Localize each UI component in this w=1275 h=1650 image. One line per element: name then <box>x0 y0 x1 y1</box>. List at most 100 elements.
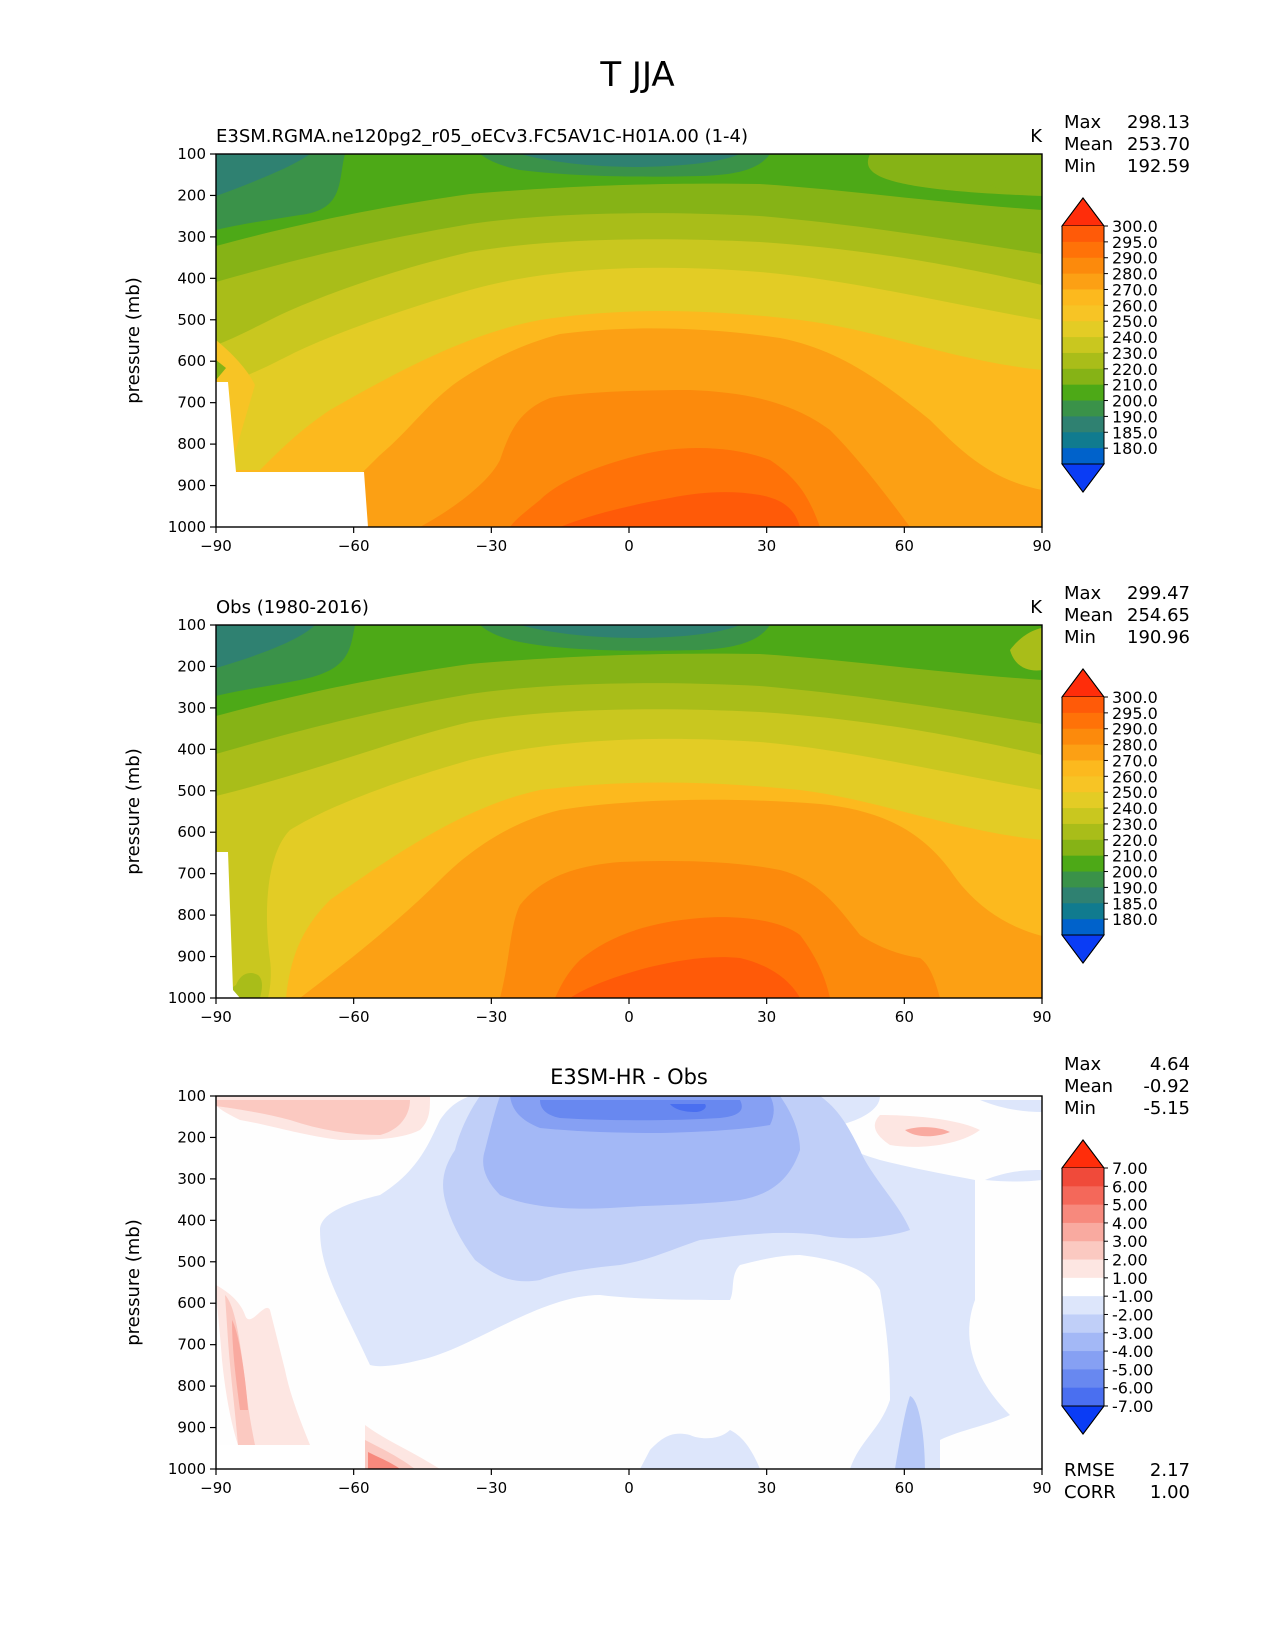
figure-title: T JJA <box>600 55 675 95</box>
y-tick-label: 300 <box>177 699 206 717</box>
colorbar-level-label: 7.00 <box>1112 1159 1148 1178</box>
colorbar-segment <box>1062 1204 1104 1224</box>
panel-title-left: E3SM.RGMA.ne120pg2_r05_oECv3.FC5AV1C-H01… <box>216 126 748 147</box>
y-tick-label: 1000 <box>168 518 206 536</box>
colorbar-level-label: 180.0 <box>1112 910 1158 929</box>
colorbar-level-label: 280.0 <box>1112 265 1158 284</box>
x-tick-label: 0 <box>624 1008 634 1026</box>
colorbar-extend-max <box>1061 668 1105 698</box>
colorbar-level-label: 270.0 <box>1112 280 1158 299</box>
bottom-stat-value: 1.00 <box>1150 1482 1190 1503</box>
colorbar-level-label: 210.0 <box>1112 847 1158 866</box>
bottom-stat-label: CORR <box>1064 1482 1116 1503</box>
y-tick-label: 300 <box>177 228 206 246</box>
colorbar-level-label: 3.00 <box>1112 1232 1148 1251</box>
stat-value: 298.13 <box>1127 112 1190 133</box>
colorbar-segment <box>1062 1222 1104 1242</box>
colorbar-segment <box>1062 1277 1104 1297</box>
colorbar-segment <box>1062 1369 1104 1389</box>
colorbar-level-label: -7.00 <box>1112 1397 1153 1416</box>
x-tick-label: 0 <box>624 537 634 555</box>
colorbar-segment <box>1062 871 1104 888</box>
colorbar-level-label: 290.0 <box>1112 249 1158 268</box>
colorbar-segment <box>1062 1387 1104 1407</box>
y-axis-label: pressure (mb) <box>123 748 144 874</box>
stat-label: Min <box>1064 627 1096 648</box>
y-tick-label: 200 <box>177 657 206 675</box>
colorbar-level-label: 260.0 <box>1112 767 1158 786</box>
colorbar-segment <box>1062 273 1104 290</box>
stat-value: -0.92 <box>1143 1076 1190 1097</box>
stat-label: Min <box>1064 1098 1096 1119</box>
x-tick-label: 90 <box>1032 1479 1051 1497</box>
colorbar-level-label: 200.0 <box>1112 392 1158 411</box>
colorbar-segment <box>1062 1332 1104 1352</box>
colorbar-outline <box>1061 197 1105 493</box>
colorbar-segment <box>1062 903 1104 920</box>
colorbar-level-label: 6.00 <box>1112 1177 1148 1196</box>
colorbar-level-label: 300.0 <box>1112 217 1158 236</box>
colorbar-level-label: 185.0 <box>1112 423 1158 442</box>
colorbar-segment <box>1062 448 1104 465</box>
y-tick-label: 200 <box>177 186 206 204</box>
colorbar-segment <box>1062 226 1104 243</box>
panel-model <box>215 153 1043 528</box>
x-tick-label: 30 <box>757 1479 776 1497</box>
colorbar-level-label: 2.00 <box>1112 1251 1148 1270</box>
stat-value: 253.70 <box>1127 134 1190 155</box>
colorbar-level-label: 300.0 <box>1112 688 1158 707</box>
colorbar-extend-min <box>1061 463 1105 493</box>
stat-label: Mean <box>1064 134 1113 155</box>
y-tick-label: 1000 <box>168 1460 206 1478</box>
y-tick-label: 800 <box>177 435 206 453</box>
colorbar-segment <box>1062 337 1104 354</box>
y-axis-label: pressure (mb) <box>123 277 144 403</box>
colorbar-level-label: 290.0 <box>1112 720 1158 739</box>
colorbar-segment <box>1062 760 1104 777</box>
x-tick-label: 90 <box>1032 537 1051 555</box>
x-tick-label: 0 <box>624 1479 634 1497</box>
panel-diff <box>215 1095 1043 1470</box>
x-tick-label: −90 <box>200 1008 232 1026</box>
colorbar-level-label: 230.0 <box>1112 344 1158 363</box>
y-tick-label: 600 <box>177 1294 206 1312</box>
colorbar-level-label: 220.0 <box>1112 831 1158 850</box>
x-tick-label: −60 <box>338 1008 370 1026</box>
y-tick-label: 700 <box>177 394 206 412</box>
colorbar-level-label: 230.0 <box>1112 815 1158 834</box>
colorbar-level-label: 220.0 <box>1112 360 1158 379</box>
y-tick-label: 400 <box>177 1211 206 1229</box>
x-tick-label: −90 <box>200 537 232 555</box>
y-axis-label: pressure (mb) <box>123 1219 144 1345</box>
colorbar-extend-min <box>1061 934 1105 964</box>
colorbar-level-label: 240.0 <box>1112 328 1158 347</box>
stat-label: Mean <box>1064 605 1113 626</box>
y-tick-label: 200 <box>177 1128 206 1146</box>
bottom-stat-label: RMSE <box>1064 1460 1115 1481</box>
stat-value: 4.64 <box>1150 1054 1190 1075</box>
colorbar-level-label: 295.0 <box>1112 233 1158 252</box>
colorbar-segment <box>1062 241 1104 259</box>
x-tick-label: 60 <box>895 1479 914 1497</box>
colorbar-outline <box>1061 668 1105 964</box>
x-tick-label: −30 <box>476 1008 508 1026</box>
y-tick-label: 700 <box>177 865 206 883</box>
colorbar-segment <box>1062 855 1104 873</box>
colorbar-level-label: 185.0 <box>1112 894 1158 913</box>
colorbar-level-label: -3.00 <box>1112 1324 1153 1343</box>
colorbar-segment <box>1062 697 1104 714</box>
colorbar-segment <box>1062 1351 1104 1370</box>
colorbar-level-label: 250.0 <box>1112 783 1158 802</box>
colorbar-segment <box>1062 368 1104 386</box>
colorbar-segment <box>1062 384 1104 402</box>
colorbar-segment <box>1062 1259 1104 1279</box>
stat-value: 190.96 <box>1127 627 1190 648</box>
y-tick-label: 400 <box>177 740 206 758</box>
colorbar-segment <box>1062 1168 1104 1187</box>
y-tick-label: 600 <box>177 823 206 841</box>
panel-title-left: Obs (1980-2016) <box>216 597 369 618</box>
colorbar-level-label: 280.0 <box>1112 736 1158 755</box>
units-label: K <box>1030 597 1043 618</box>
colorbar-level-label: 295.0 <box>1112 704 1158 723</box>
